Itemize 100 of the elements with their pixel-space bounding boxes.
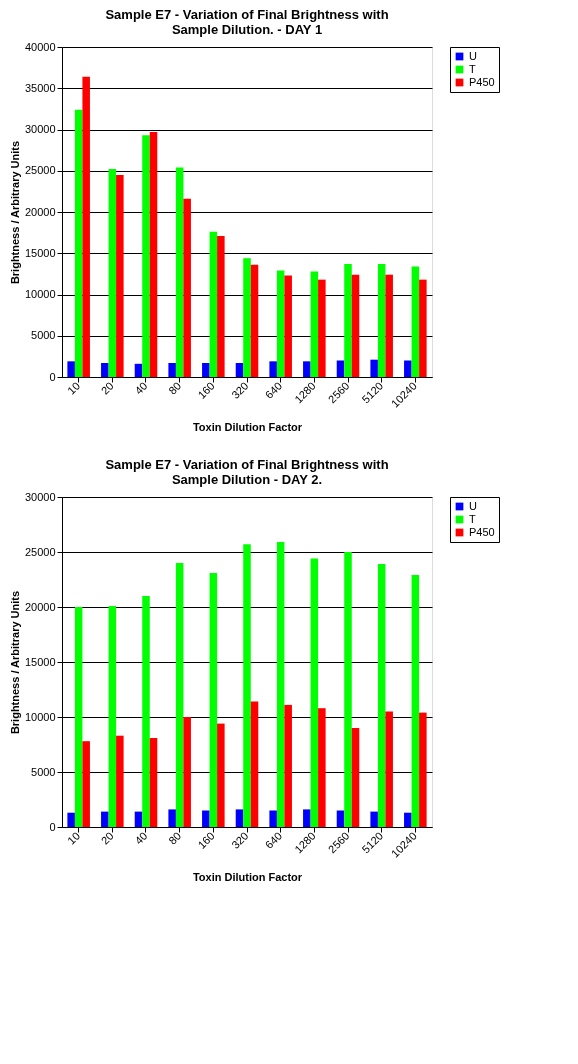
y-tick-label: 0: [49, 370, 56, 383]
bar: [142, 596, 150, 827]
bar: [310, 558, 319, 827]
legend-label: T: [469, 512, 476, 525]
bar: [377, 263, 386, 377]
y-tick-label: 25000: [24, 545, 56, 558]
bar: [209, 572, 218, 827]
bar: [108, 605, 117, 827]
x-tick-label: 320: [229, 379, 251, 402]
legend-label: P450: [469, 525, 495, 538]
bar: [370, 811, 378, 827]
x-tick-label: 40: [132, 829, 150, 847]
y-tick-label: 25000: [24, 164, 56, 177]
bar: [67, 361, 75, 377]
bar: [149, 131, 158, 377]
bar: [202, 810, 210, 827]
chart-title: Sample E7 - Variation of Final Brightness with Sample Dilution - DAY 2.: [105, 457, 389, 487]
bar: [370, 359, 378, 377]
bar: [149, 737, 158, 827]
bar: [351, 274, 360, 377]
bar: [276, 542, 285, 827]
legend-label: U: [469, 499, 477, 512]
bar: [217, 235, 225, 377]
legend-label: T: [469, 62, 476, 75]
y-tick-label: 5000: [31, 765, 56, 778]
bar: [419, 712, 427, 827]
y-tick-label: 15000: [24, 246, 56, 259]
x-tick-label: 640: [262, 829, 285, 852]
y-tick-label: 30000: [24, 490, 56, 503]
bar: [385, 274, 393, 377]
bar: [243, 544, 251, 827]
y-tick-label: 20000: [24, 600, 56, 613]
chart-title: Sample E7 - Variation of Final Brightness with Sample Dilution. - DAY 1: [105, 7, 389, 37]
y-tick-label: 35000: [24, 81, 56, 94]
bar: [82, 741, 90, 827]
x-tick-label: 160: [195, 829, 217, 852]
bar: [134, 811, 143, 827]
bar: [250, 701, 259, 827]
bar: [168, 809, 176, 827]
bar: [175, 563, 184, 827]
legend-label: P450: [469, 75, 495, 88]
bar: [411, 575, 420, 827]
bar: [351, 728, 360, 827]
x-tick-label: 20: [98, 829, 116, 847]
bar: [101, 362, 109, 377]
x-axis-title: Toxin Dilution Factor: [192, 420, 303, 433]
y-tick-label: 20000: [24, 205, 56, 218]
x-tick-label: 40: [132, 379, 150, 397]
bar: [243, 258, 251, 377]
bar: [318, 708, 326, 827]
y-axis-title: Brightness / Arbitrary Units: [8, 590, 21, 735]
bar: [209, 231, 218, 377]
y-tick-label: 10000: [24, 288, 56, 300]
x-tick-label: 10: [65, 379, 83, 397]
bar: [250, 264, 259, 377]
y-tick-label: 40000: [24, 40, 56, 53]
bar: [67, 812, 75, 827]
bar: [318, 279, 326, 377]
bar: [168, 362, 176, 377]
bar: [217, 723, 225, 827]
bar: [82, 76, 90, 377]
bar: [74, 109, 83, 377]
bar: [284, 275, 292, 377]
x-axis-title: Toxin Dilution Factor: [192, 870, 303, 883]
bar: [235, 362, 244, 377]
bar: [74, 607, 83, 827]
y-tick-label: 5000: [31, 329, 56, 342]
bar: [310, 271, 319, 377]
bar: [269, 361, 277, 377]
bar: [101, 811, 109, 827]
bar: [385, 711, 393, 827]
y-tick-label: 30000: [24, 123, 56, 135]
x-tick-label: 20: [98, 379, 116, 397]
bar: [269, 810, 277, 827]
bar: [344, 263, 352, 377]
y-tick-label: 10000: [24, 710, 56, 723]
bar: [284, 704, 292, 827]
bar: [108, 169, 117, 377]
bar: [377, 564, 386, 827]
bar: [404, 812, 412, 827]
bar: [336, 360, 345, 377]
bar: [303, 361, 311, 377]
bar: [116, 735, 124, 827]
x-tick-label: 80: [166, 829, 184, 847]
y-tick-label: 0: [49, 820, 56, 833]
y-axis-title: Brightness / Arbitrary Units: [8, 140, 21, 285]
x-tick-label: 640: [262, 379, 285, 402]
bar: [419, 279, 427, 377]
bar: [235, 809, 244, 827]
bar: [202, 362, 210, 377]
x-tick-label: 10: [65, 829, 83, 847]
y-tick-label: 15000: [24, 655, 56, 668]
legend-label: U: [469, 49, 477, 62]
bar: [116, 174, 124, 377]
bar: [134, 363, 143, 377]
bar: [183, 717, 191, 827]
bar: [142, 135, 150, 377]
bar: [183, 198, 191, 377]
bar: [175, 167, 184, 377]
bar: [276, 270, 285, 377]
